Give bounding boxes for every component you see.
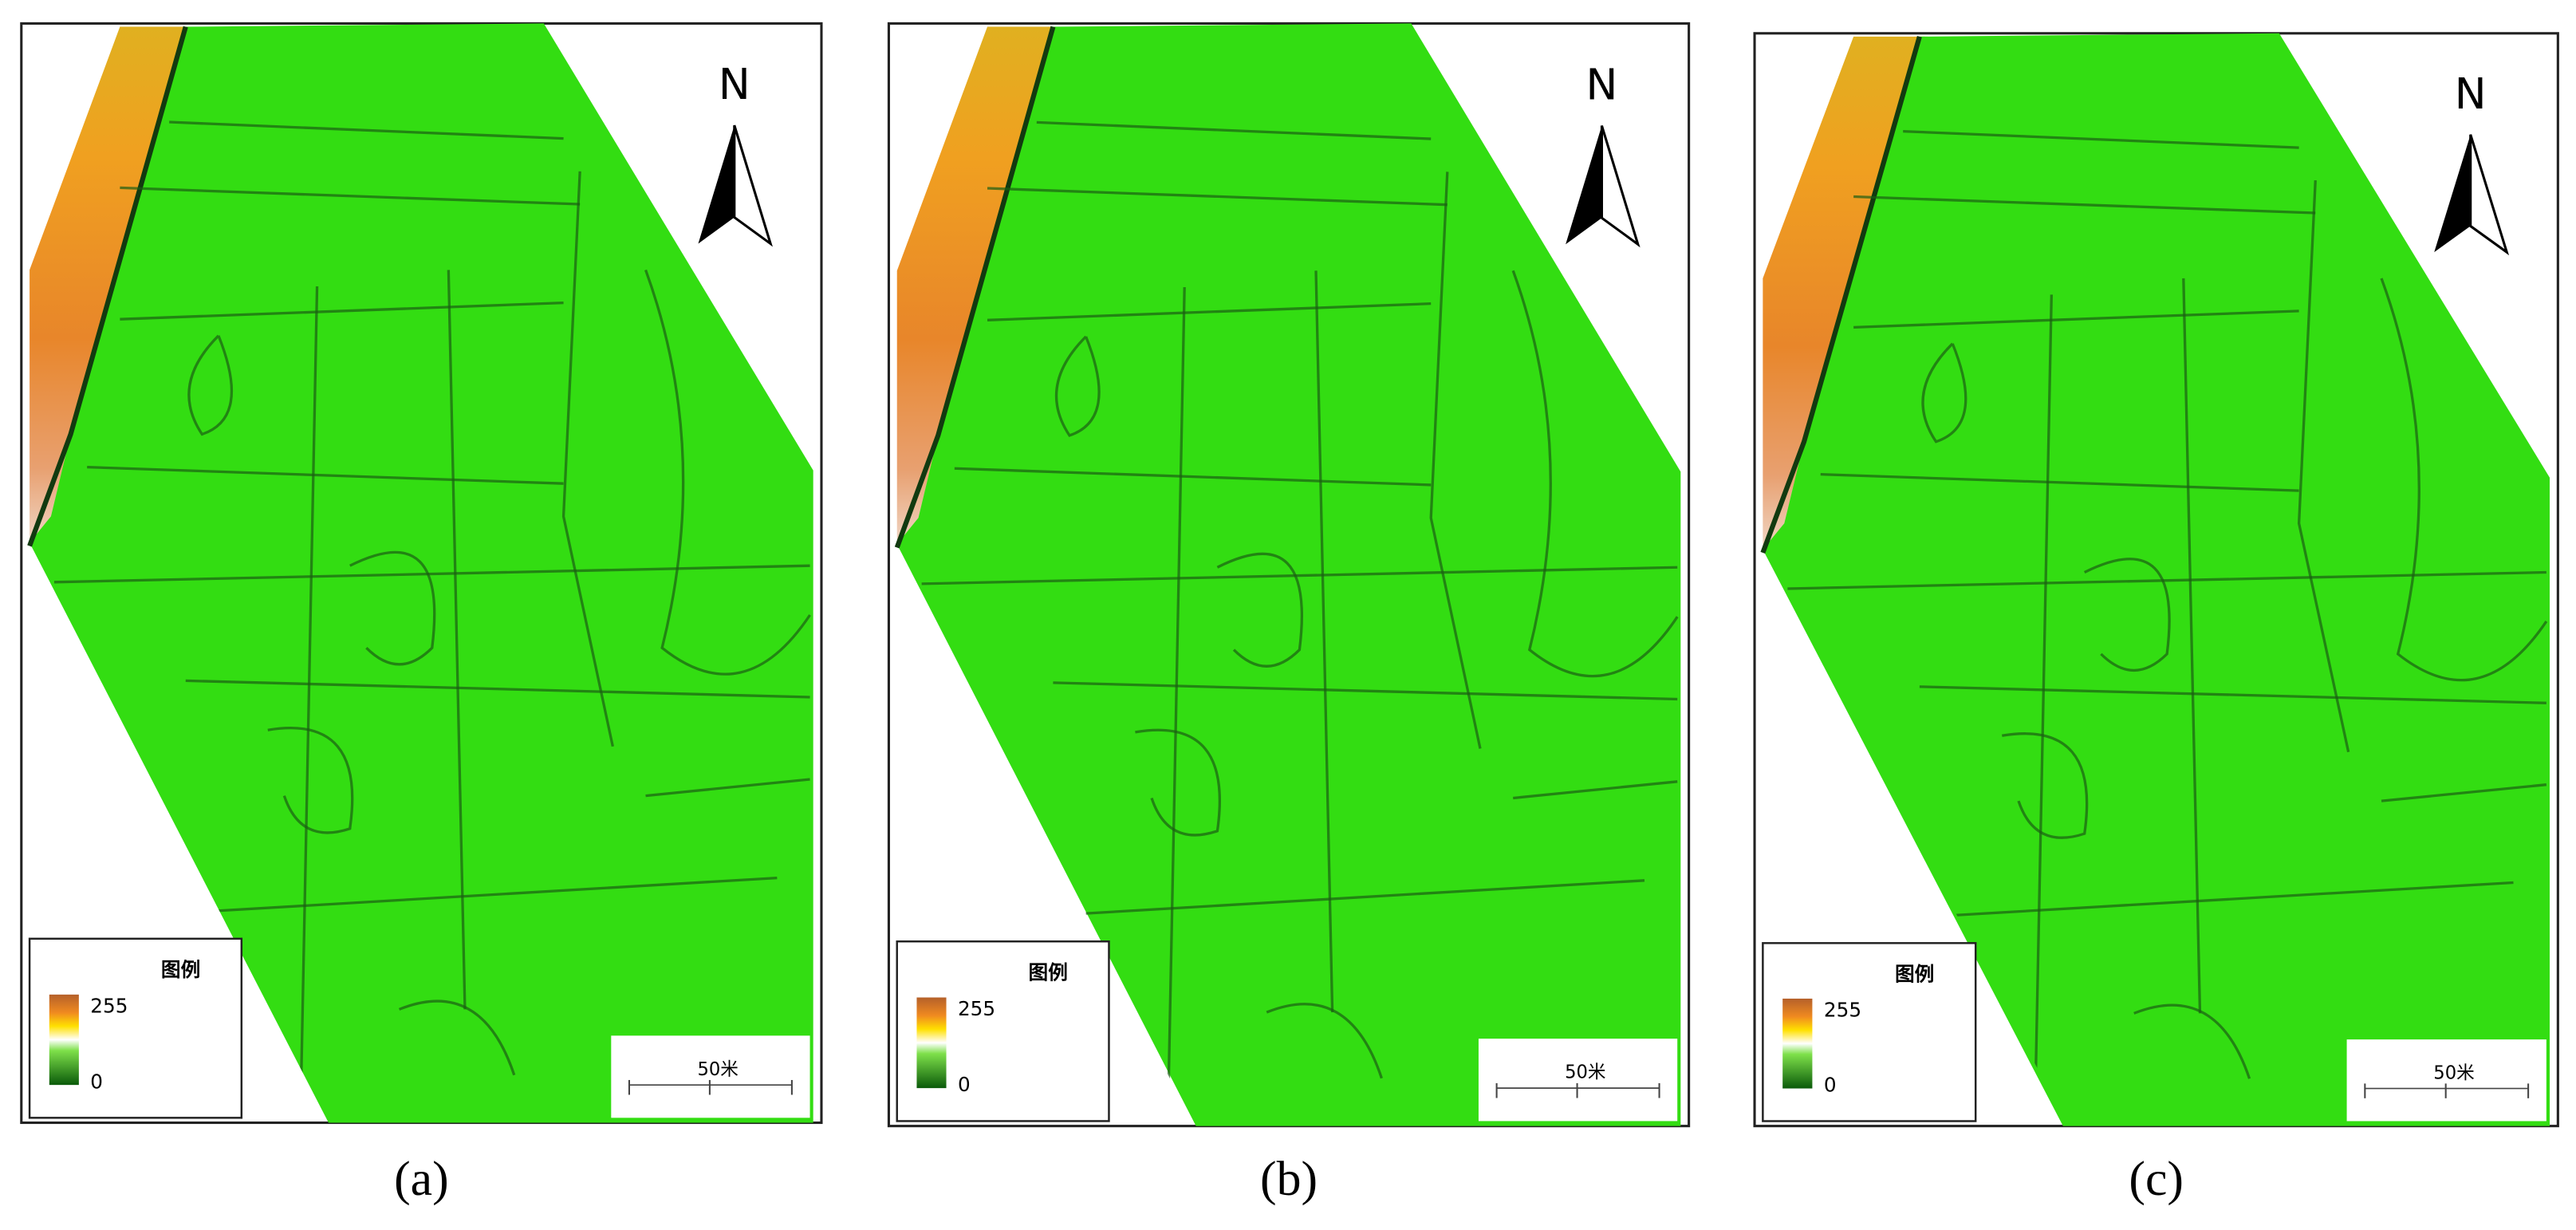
panel-caption: (a) — [394, 1152, 449, 1206]
terrain-line — [1053, 681, 1678, 701]
terrain-line — [1952, 881, 2514, 917]
terrain-line — [2002, 732, 2089, 839]
legend-title: 图例 — [1895, 962, 1934, 985]
legend-min: 0 — [958, 1073, 971, 1096]
scale-box — [611, 1035, 810, 1118]
terrain-line — [1853, 309, 2299, 329]
terrain-texture — [53, 120, 811, 1109]
terrain-line — [349, 550, 436, 666]
legend-color-bar — [49, 994, 79, 1086]
north-arrow-right — [1600, 125, 1641, 248]
terrain-line — [1085, 879, 1645, 915]
terrain-line — [987, 302, 1432, 321]
terrain-line — [187, 334, 234, 436]
terrain-line — [1135, 728, 1221, 837]
terrain-line — [1429, 171, 1482, 749]
terrain-line — [218, 876, 778, 913]
terrain-line — [1513, 780, 1678, 800]
shoreline — [27, 26, 188, 547]
scale-label: 50米 — [1565, 1062, 1605, 1083]
north-arrow-right — [2469, 134, 2510, 256]
north-arrow-left — [698, 125, 735, 244]
terrain-line — [2380, 278, 2548, 682]
terrain-line — [1820, 473, 2299, 492]
terrain-line — [1919, 685, 2546, 704]
terrain-line — [87, 465, 564, 485]
terrain-line — [1036, 120, 1432, 140]
north-label: N — [1585, 59, 1617, 109]
legend-min: 0 — [1824, 1074, 1837, 1097]
terrain-line — [299, 286, 319, 1109]
shoreline — [1760, 36, 1922, 554]
terrain-line — [987, 187, 1448, 207]
terrain-line — [645, 778, 810, 798]
legend-color-bar — [1782, 998, 1813, 1089]
terrain-line — [1903, 129, 2299, 149]
legend-max: 255 — [90, 995, 128, 1018]
terrain-line — [644, 269, 811, 676]
terrain-line — [1787, 570, 2546, 590]
scale-label: 50米 — [697, 1059, 738, 1080]
terrain-line — [185, 679, 810, 699]
scale-label: 50米 — [2433, 1062, 2474, 1083]
terrain-line — [1054, 335, 1101, 437]
map-panel: N 图例 255 0 50米 — [887, 22, 1691, 1128]
terrain-line — [2034, 294, 2053, 1112]
terrain-line — [1853, 195, 2316, 215]
map-panel: N 图例 255 0 50米 — [20, 22, 823, 1125]
terrain-line — [1166, 286, 1186, 1112]
terrain-texture — [921, 120, 1679, 1112]
legend-title: 图例 — [161, 958, 200, 981]
terrain-line — [954, 467, 1432, 487]
terrain-line — [53, 564, 810, 584]
panel-caption: (c) — [2129, 1152, 2184, 1206]
north-arrow-right — [733, 124, 773, 247]
panel-caption: (b) — [1260, 1152, 1318, 1206]
north-label: N — [719, 59, 750, 109]
terrain-line — [561, 171, 614, 747]
scale-box — [2346, 1039, 2546, 1122]
terrain-line — [169, 120, 564, 140]
scale-box — [1478, 1039, 1678, 1122]
terrain-line — [398, 999, 516, 1076]
terrain-line — [267, 726, 354, 834]
north-arrow-left — [2434, 134, 2471, 253]
terrain-line — [1921, 342, 1967, 444]
legend-color-bar — [916, 997, 947, 1089]
legend-title: 图例 — [1029, 961, 1068, 984]
shoreline — [894, 26, 1056, 549]
legend-max: 255 — [1824, 998, 1861, 1021]
terrain-line — [921, 566, 1678, 585]
north-arrow-left — [1566, 125, 1602, 245]
terrain-line — [2182, 278, 2202, 1014]
terrain-line — [1216, 552, 1303, 668]
map-panel: N 图例 255 0 50米 — [1753, 32, 2559, 1128]
terrain-line — [447, 270, 467, 1010]
legend-max: 255 — [958, 997, 995, 1020]
north-label: N — [2455, 69, 2487, 119]
terrain-line — [1511, 270, 1679, 678]
legend-min: 0 — [90, 1070, 103, 1093]
terrain-line — [1314, 270, 1334, 1013]
terrain-line — [2083, 558, 2171, 672]
terrain-line — [2133, 1003, 2251, 1079]
terrain-line — [2297, 179, 2350, 753]
terrain-line — [2381, 783, 2547, 802]
terrain-line — [120, 301, 564, 321]
terrain-texture — [1787, 129, 2548, 1112]
terrain-line — [120, 186, 581, 206]
terrain-line — [1266, 1003, 1383, 1079]
